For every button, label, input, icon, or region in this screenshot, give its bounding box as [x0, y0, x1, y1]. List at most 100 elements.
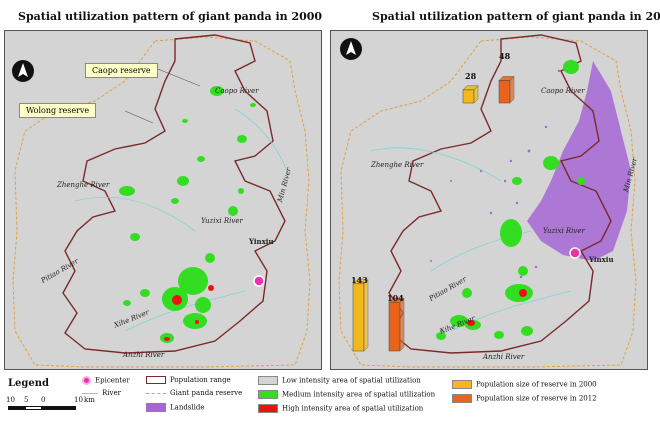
place-label-yinxiu: Yinxiu	[589, 255, 614, 264]
epicenter-icon	[253, 275, 265, 287]
right-map-title: Spatial utilization pattern of giant pan…	[372, 10, 660, 23]
river-line	[234, 108, 288, 172]
medium-intensity-patch	[140, 289, 150, 297]
reserve-swatch-icon	[146, 392, 166, 394]
river-label-yuzixi: Yuzixi River	[201, 217, 243, 225]
legend-pop-2012: Population size of reserve in 2012	[452, 394, 597, 403]
wolong-reserve-callout: Wolong reserve	[19, 103, 97, 118]
right-map-canvas	[338, 34, 637, 368]
legend-landslide: Landslide	[146, 403, 205, 412]
medium-intensity-patches	[119, 86, 256, 343]
medium-intensity-patch	[500, 219, 522, 247]
medium-intensity-patch	[119, 186, 135, 196]
population-bar-top	[498, 76, 515, 81]
scale-bar: 10 5 0 10 km	[6, 396, 98, 418]
population-bar-caopo-y2012	[498, 80, 511, 104]
population-range-boundary	[388, 34, 612, 354]
bar-value-wolong-2012: 104	[387, 293, 404, 303]
high-intensity-patch	[195, 320, 199, 324]
medium-intensity-patch	[494, 331, 504, 339]
medium-intensity-patch	[563, 60, 579, 74]
medium-intensity-patch	[238, 188, 244, 194]
river-label-yuzixi: Yuzixi River	[543, 227, 585, 235]
bar-value-wolong-2000: 143	[351, 275, 368, 285]
medium-intensity-patch	[577, 177, 585, 185]
legend-giant-panda-reserve: Giant panda reserve	[146, 389, 242, 397]
medium-intensity-patch	[130, 233, 140, 241]
legend-population-range: Population range	[146, 376, 231, 384]
high-intensity-patch	[164, 337, 170, 341]
medium-intensity-patch	[123, 300, 131, 306]
medium-intensity-patch	[228, 206, 238, 216]
legend-medium-intensity: Medium intensity area of spatial utiliza…	[258, 390, 435, 399]
legend-high-intensity: High intensity area of spatial utilizati…	[258, 404, 423, 413]
giant-panda-reserve-boundary	[338, 36, 637, 368]
medium-intensity-patch	[237, 135, 247, 143]
population-bar-side	[509, 75, 515, 104]
river-label-anzhi: Anzhi River	[483, 353, 525, 361]
pop-2000-swatch-icon	[452, 380, 472, 389]
legend-epicenter: Epicenter	[82, 376, 130, 385]
medium-intensity-patch	[436, 332, 446, 340]
river-label-caopo: Caopo River	[541, 87, 585, 95]
river-label-caopo: Caopo River	[215, 87, 259, 95]
river-label-anzhi: Anzhi River	[123, 351, 165, 359]
medium-intensity-patch	[178, 267, 208, 295]
medium-intensity-patch	[543, 156, 559, 170]
landslide-area	[527, 61, 631, 261]
medium-intensity-patch	[205, 253, 215, 263]
population-range-swatch-icon	[146, 376, 166, 384]
place-label-yinxiu: Yinxiu	[249, 237, 274, 246]
high-intensity-swatch-icon	[258, 404, 278, 413]
legend: Legend Epicenter River Population range …	[0, 372, 660, 426]
medium-intensity-patch	[182, 119, 188, 123]
medium-intensity-patch	[171, 198, 179, 204]
low-intensity-swatch-icon	[258, 376, 278, 385]
population-bar-top	[352, 279, 369, 285]
medium-intensity-patch	[250, 103, 256, 107]
left-map-canvas	[12, 34, 311, 368]
high-intensity-patches	[164, 285, 214, 341]
population-bar-side	[399, 297, 405, 352]
population-bar-side	[363, 279, 369, 352]
river-swatch-icon	[82, 392, 98, 394]
medium-intensity-patch	[197, 156, 205, 162]
left-map-panel: Caopo reserve Wolong reserve Caopo River…	[4, 30, 322, 370]
high-intensity-patch	[467, 320, 475, 326]
bar-value-caopo-2012: 48	[499, 51, 511, 61]
medium-intensity-patch	[518, 266, 528, 276]
bar-value-caopo-2000: 28	[465, 71, 477, 81]
legend-low-intensity: Low intensity area of spatial utilizatio…	[258, 376, 421, 385]
river-line	[370, 147, 502, 182]
high-intensity-patch	[208, 285, 214, 291]
giant-panda-reserve-boundary	[12, 36, 311, 368]
caopo-reserve-callout: Caopo reserve	[85, 63, 158, 78]
landslide-swatch-icon	[146, 403, 166, 412]
river-line	[124, 290, 246, 332]
right-map-panel: Caopo River Min River Zhenghe River Yuzi…	[330, 30, 648, 370]
medium-intensity-patch	[521, 326, 533, 336]
high-intensity-patch	[519, 289, 527, 297]
high-intensity-patch	[172, 295, 182, 305]
medium-intensity-patch	[450, 315, 468, 327]
population-bar-top	[462, 85, 479, 91]
medium-intensity-patch	[183, 313, 207, 329]
high-intensity-patches	[467, 289, 527, 326]
medium-intensity-patch	[462, 288, 472, 298]
river-label-zhenghe: Zhenghe River	[57, 181, 110, 189]
legend-pop-2000: Population size of reserve in 2000	[452, 380, 597, 389]
medium-intensity-patch	[177, 176, 189, 186]
medium-intensity-swatch-icon	[258, 390, 278, 399]
river-label-zhenghe: Zhenghe River	[371, 161, 424, 169]
population-bar-wolong-y2012	[388, 301, 401, 352]
left-map-title: Spatial utilization pattern of giant pan…	[18, 10, 323, 23]
epicenter-swatch-icon	[82, 376, 91, 385]
medium-intensity-patch	[512, 177, 522, 185]
population-range-boundary	[62, 34, 286, 354]
callout-leader	[152, 66, 201, 87]
population-bar-top	[388, 297, 405, 303]
medium-intensity-patch	[195, 297, 211, 313]
population-bar-caopo-y2000	[462, 89, 475, 104]
epicenter-icon	[569, 247, 581, 259]
population-bar-wolong-y2000	[352, 283, 365, 352]
